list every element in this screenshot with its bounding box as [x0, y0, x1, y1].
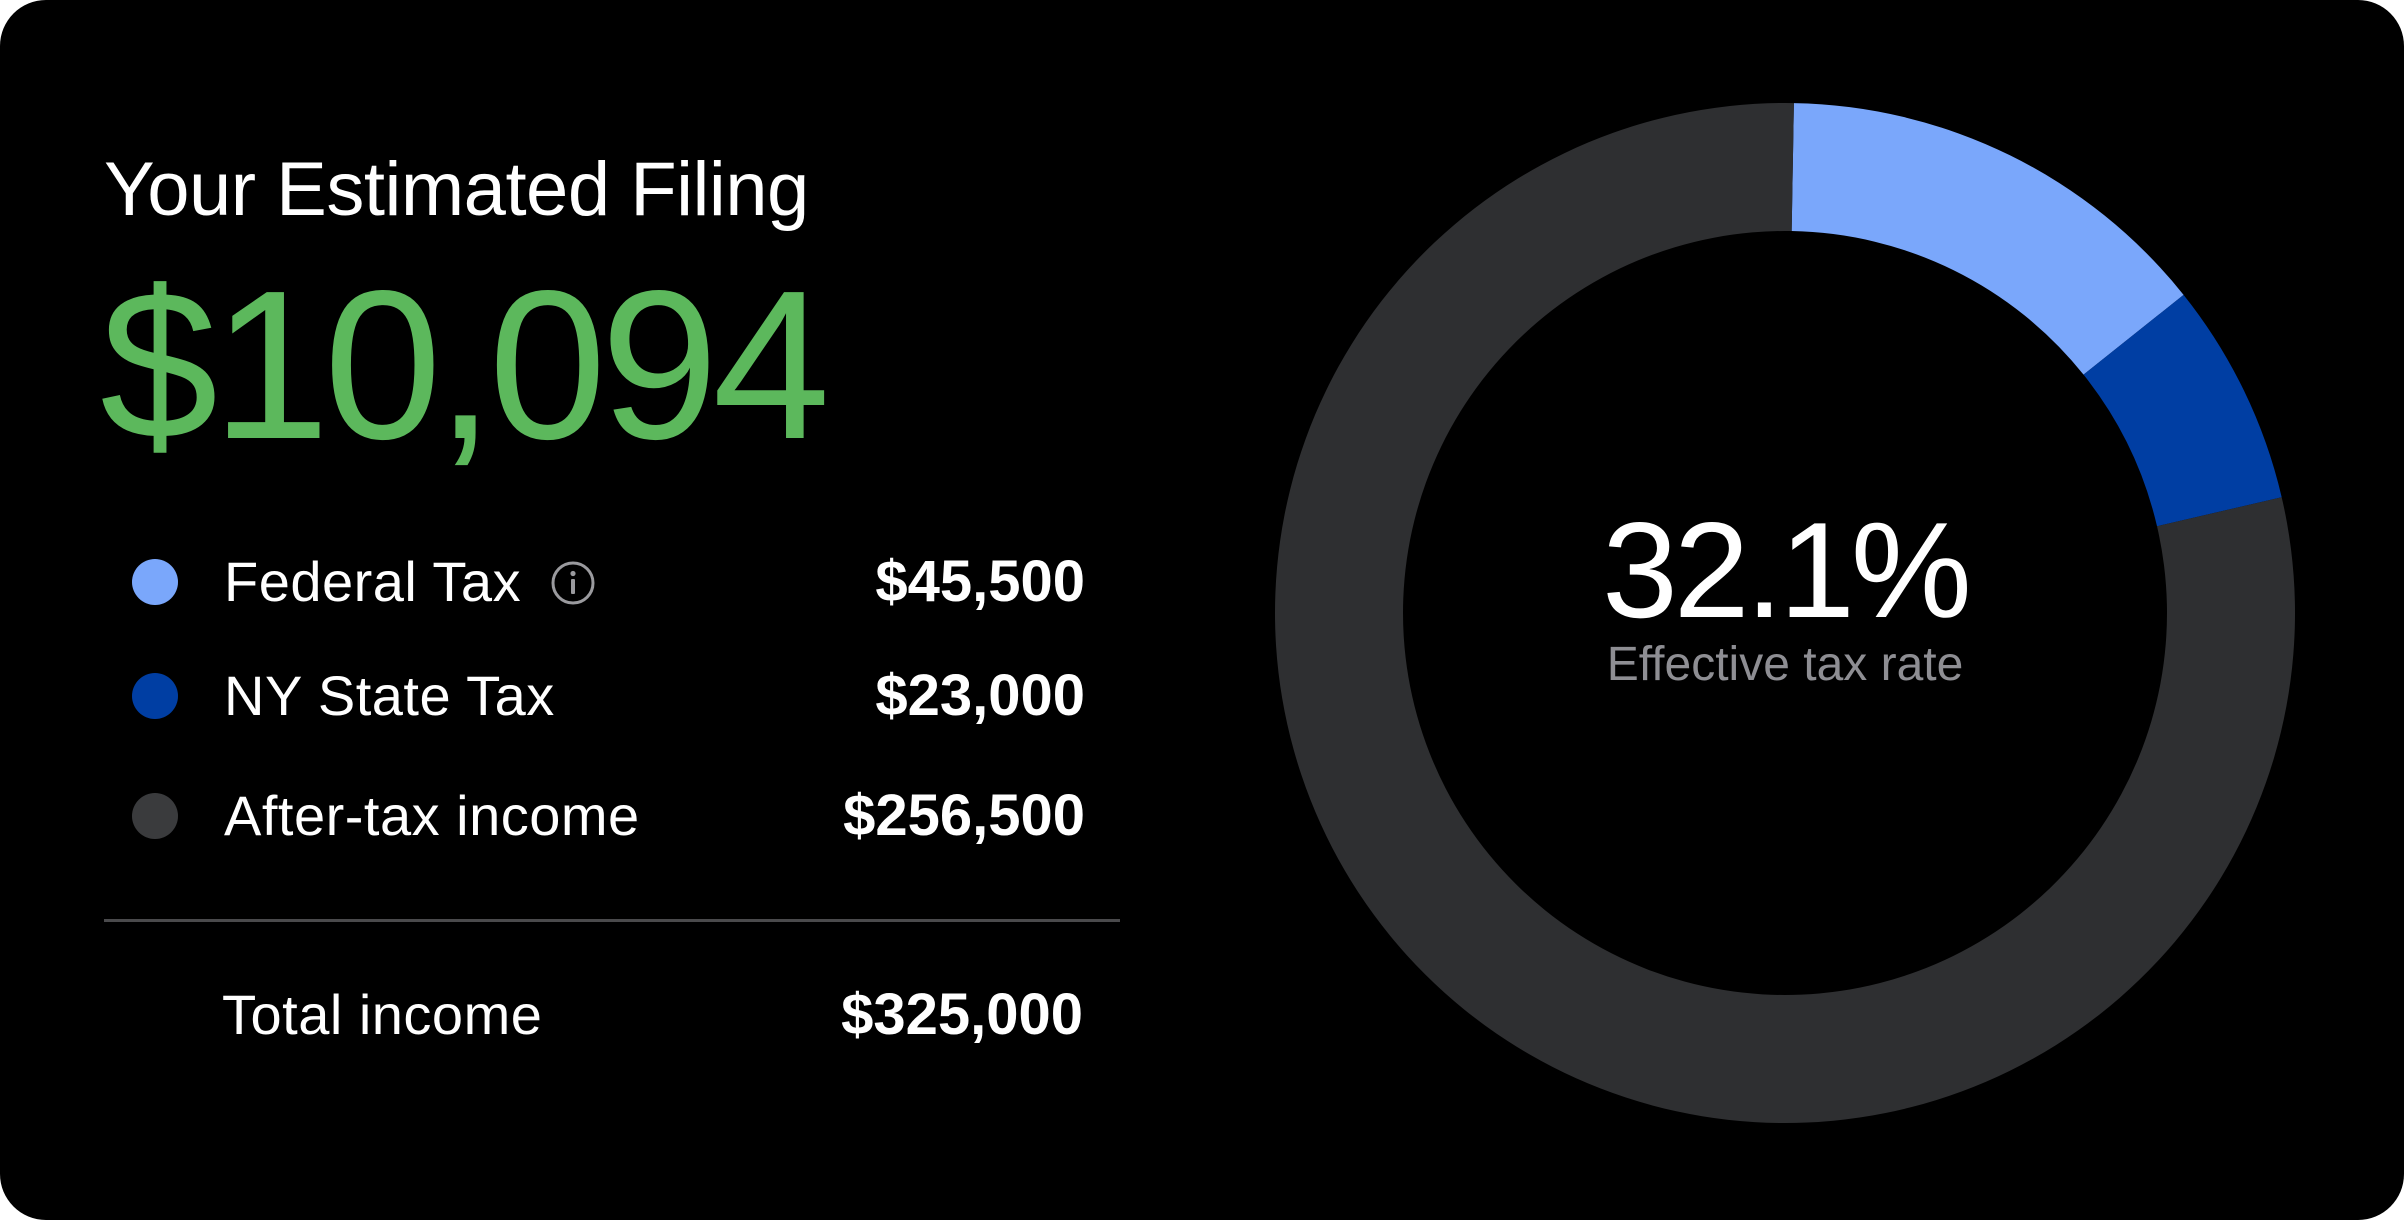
state-dot: [132, 673, 178, 719]
estimated-amount: $10,094: [100, 246, 830, 483]
federal-value: $45,500: [875, 549, 1085, 614]
total-income-value: $325,000: [841, 982, 1083, 1047]
after-tax-value: $256,500: [843, 783, 1085, 848]
divider: [104, 919, 1120, 922]
donut-segment-ny-state-tax: [2083, 294, 2282, 527]
federal-dot: [132, 559, 178, 605]
legend-row-federal: Federal Tax $45,500: [0, 542, 1120, 622]
tax-donut-chart: [1275, 102, 2295, 1124]
after-tax-dot: [132, 793, 178, 839]
state-label: NY State Tax: [224, 664, 555, 727]
after-tax-label: After-tax income: [224, 784, 640, 847]
legend-row-after-tax: After-tax income $256,500: [0, 776, 1120, 856]
total-income-label: Total income: [222, 983, 543, 1046]
state-value: $23,000: [875, 663, 1085, 728]
info-icon[interactable]: [550, 560, 596, 611]
donut-segment-federal-tax: [1791, 103, 2184, 375]
effective-rate-label: Effective tax rate: [1606, 638, 1964, 691]
card-title: Your Estimated Filing: [104, 147, 809, 232]
effective-rate-value: 32.1%: [1602, 494, 1972, 646]
legend-row-state: NY State Tax $23,000: [0, 656, 1120, 736]
federal-label: Federal Tax: [224, 550, 522, 613]
